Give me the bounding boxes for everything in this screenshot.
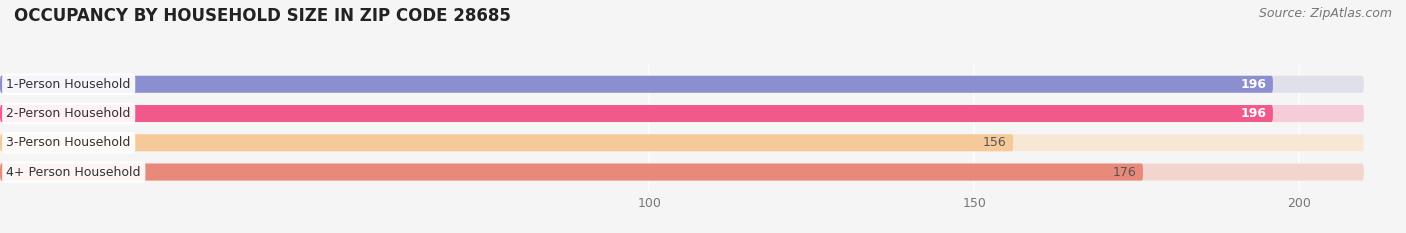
FancyBboxPatch shape <box>0 134 1364 151</box>
Text: Source: ZipAtlas.com: Source: ZipAtlas.com <box>1258 7 1392 20</box>
Text: 2-Person Household: 2-Person Household <box>7 107 131 120</box>
FancyBboxPatch shape <box>0 164 1364 181</box>
FancyBboxPatch shape <box>0 76 1364 93</box>
Text: 196: 196 <box>1240 107 1267 120</box>
FancyBboxPatch shape <box>0 105 1364 122</box>
Text: OCCUPANCY BY HOUSEHOLD SIZE IN ZIP CODE 28685: OCCUPANCY BY HOUSEHOLD SIZE IN ZIP CODE … <box>14 7 510 25</box>
FancyBboxPatch shape <box>0 164 1143 181</box>
FancyBboxPatch shape <box>0 134 1014 151</box>
FancyBboxPatch shape <box>0 76 1272 93</box>
Text: 3-Person Household: 3-Person Household <box>7 136 131 149</box>
FancyBboxPatch shape <box>0 105 1272 122</box>
Text: 156: 156 <box>983 136 1007 149</box>
Text: 4+ Person Household: 4+ Person Household <box>7 165 141 178</box>
Text: 176: 176 <box>1112 165 1136 178</box>
Text: 196: 196 <box>1240 78 1267 91</box>
Text: 1-Person Household: 1-Person Household <box>7 78 131 91</box>
